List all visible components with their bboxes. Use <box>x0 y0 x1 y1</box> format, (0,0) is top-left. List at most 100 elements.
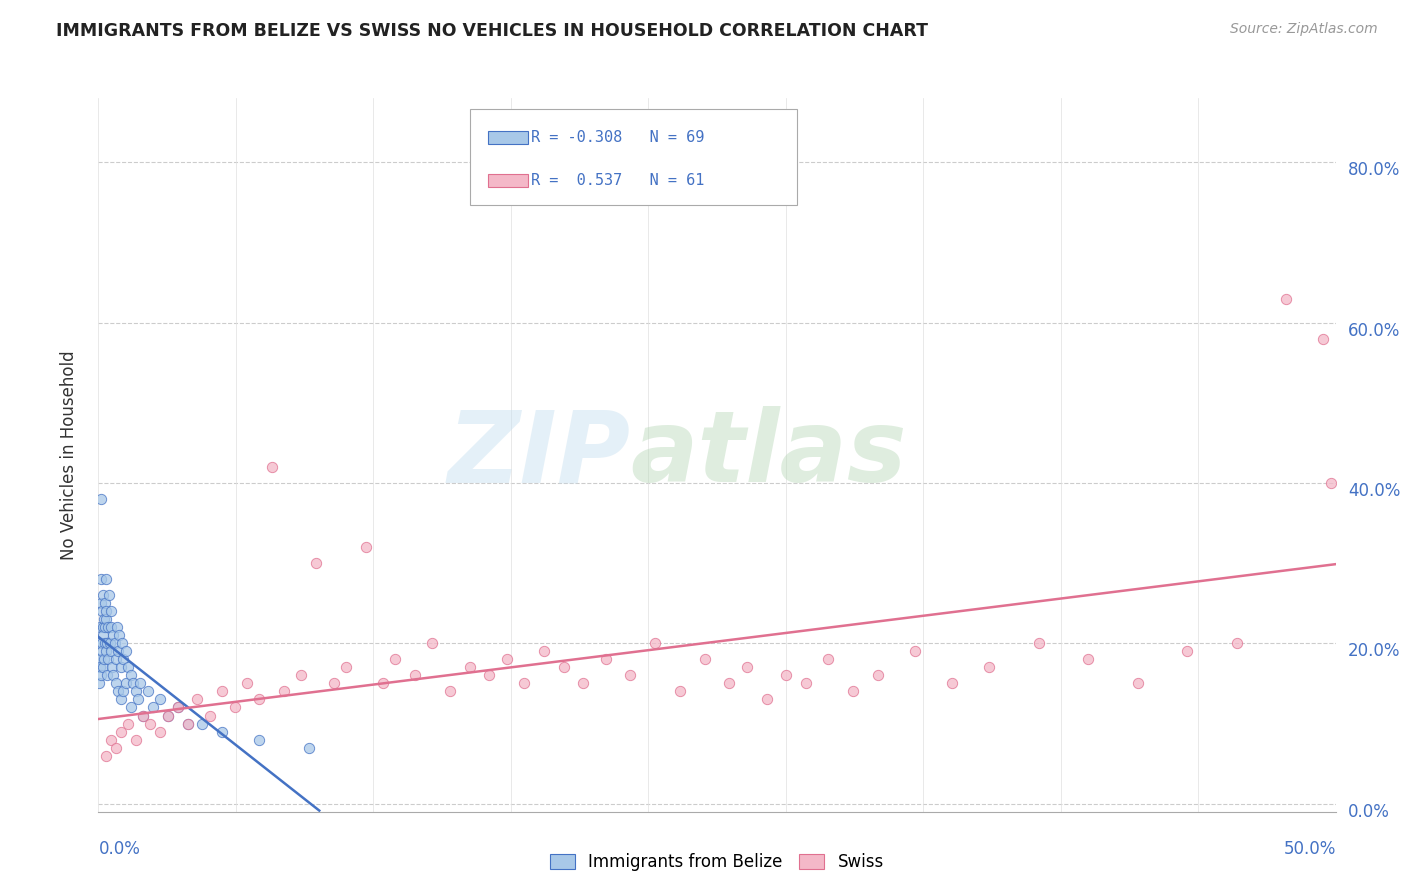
Point <box>478 668 501 682</box>
Point <box>354 540 377 554</box>
Point <box>224 700 246 714</box>
Text: 60.0%: 60.0% <box>1348 322 1400 340</box>
Point <box>941 676 963 690</box>
Point <box>644 636 666 650</box>
Point <box>186 692 208 706</box>
Point <box>1275 292 1298 306</box>
Point <box>114 676 136 690</box>
Point <box>104 676 127 690</box>
Point <box>89 620 111 634</box>
Point <box>107 644 129 658</box>
Point <box>110 692 132 706</box>
Point <box>90 636 112 650</box>
Point <box>176 716 198 731</box>
Point <box>669 684 692 698</box>
Point <box>93 660 115 674</box>
Point <box>111 636 134 650</box>
Text: 80.0%: 80.0% <box>1348 161 1400 179</box>
Point <box>166 700 188 714</box>
Point <box>124 684 146 698</box>
Point <box>104 652 127 666</box>
Point <box>108 628 131 642</box>
Point <box>842 684 865 698</box>
Point <box>97 620 120 634</box>
Point <box>495 652 517 666</box>
Point <box>595 652 617 666</box>
Point <box>156 708 179 723</box>
Point <box>191 716 214 731</box>
Point <box>94 620 117 634</box>
Point <box>132 708 155 723</box>
Legend: Immigrants from Belize, Swiss: Immigrants from Belize, Swiss <box>550 853 884 871</box>
Point <box>93 596 115 610</box>
Text: IMMIGRANTS FROM BELIZE VS SWISS NO VEHICLES IN HOUSEHOLD CORRELATION CHART: IMMIGRANTS FROM BELIZE VS SWISS NO VEHIC… <box>56 22 928 40</box>
Point <box>112 684 135 698</box>
Text: atlas: atlas <box>630 407 907 503</box>
Point <box>110 724 132 739</box>
Point <box>572 676 595 690</box>
Point <box>149 692 172 706</box>
Point <box>97 652 120 666</box>
Point <box>94 572 117 586</box>
Point <box>94 748 117 763</box>
Point <box>139 716 162 731</box>
Point <box>114 644 136 658</box>
Point <box>117 716 139 731</box>
Point <box>1126 676 1149 690</box>
Point <box>211 724 233 739</box>
Point <box>1077 652 1099 666</box>
Point <box>335 660 357 674</box>
Text: 20.0%: 20.0% <box>1348 642 1400 660</box>
Point <box>132 708 155 723</box>
Point <box>553 660 575 674</box>
Point <box>129 676 152 690</box>
Point <box>124 732 146 747</box>
Point <box>273 684 295 698</box>
Point <box>775 668 797 682</box>
Point <box>90 491 112 506</box>
Point <box>371 676 394 690</box>
Point <box>384 652 406 666</box>
Point <box>94 612 117 626</box>
Point <box>100 620 122 634</box>
Point <box>120 668 142 682</box>
Point <box>100 732 122 747</box>
Point <box>100 644 122 658</box>
Point <box>94 636 117 650</box>
Point <box>513 676 536 690</box>
Point <box>305 556 328 570</box>
Point <box>247 692 270 706</box>
Point <box>198 708 221 723</box>
Point <box>105 620 128 634</box>
FancyBboxPatch shape <box>488 174 529 186</box>
Point <box>89 660 111 674</box>
Text: 50.0%: 50.0% <box>1284 840 1336 858</box>
Point <box>149 724 172 739</box>
Point <box>127 692 149 706</box>
Point <box>117 660 139 674</box>
Point <box>89 676 111 690</box>
Point <box>1028 636 1050 650</box>
Point <box>120 700 142 714</box>
Point <box>1312 332 1334 346</box>
Point <box>107 684 129 698</box>
Point <box>96 636 118 650</box>
Point <box>91 644 114 658</box>
Text: R = -0.308   N = 69: R = -0.308 N = 69 <box>531 130 704 145</box>
Point <box>290 668 312 682</box>
FancyBboxPatch shape <box>470 109 797 205</box>
Text: 0.0%: 0.0% <box>98 840 141 858</box>
Point <box>96 668 118 682</box>
Point <box>93 652 115 666</box>
Point <box>136 684 159 698</box>
Point <box>866 668 889 682</box>
Point <box>112 652 135 666</box>
Point <box>90 668 112 682</box>
Text: ZIP: ZIP <box>447 407 630 503</box>
Point <box>1319 475 1341 490</box>
Point <box>211 684 233 698</box>
Point <box>142 700 165 714</box>
FancyBboxPatch shape <box>488 131 529 144</box>
Point <box>89 652 111 666</box>
Point <box>156 708 179 723</box>
